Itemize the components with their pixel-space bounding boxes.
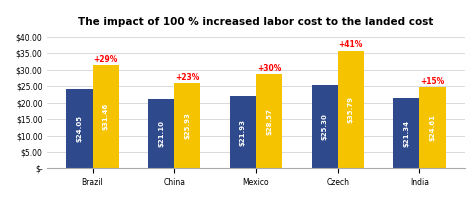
Text: $31.46: $31.46 <box>102 103 109 130</box>
Bar <box>419 87 446 168</box>
Text: +15%: +15% <box>420 77 445 86</box>
Bar <box>311 85 337 168</box>
Text: $21.93: $21.93 <box>240 119 246 146</box>
Bar <box>393 98 419 168</box>
Title: The impact of 100 % increased labor cost to the landed cost: The impact of 100 % increased labor cost… <box>78 17 434 27</box>
Text: $35.79: $35.79 <box>348 96 354 123</box>
Text: $21.10: $21.10 <box>158 120 164 147</box>
Text: $28.57: $28.57 <box>266 108 272 135</box>
Bar <box>92 65 118 168</box>
Bar <box>174 83 201 168</box>
Bar <box>230 96 256 168</box>
Text: $21.34: $21.34 <box>403 120 410 147</box>
Text: $24.61: $24.61 <box>429 114 436 141</box>
Bar <box>148 99 174 168</box>
Text: +41%: +41% <box>338 40 363 49</box>
Text: +29%: +29% <box>93 55 118 64</box>
Text: $25.30: $25.30 <box>321 113 328 140</box>
Bar <box>66 89 92 168</box>
Bar <box>256 75 282 168</box>
Text: +23%: +23% <box>175 73 200 82</box>
Text: $24.05: $24.05 <box>76 115 82 142</box>
Bar <box>337 51 364 168</box>
Text: +30%: +30% <box>257 64 281 73</box>
Text: $25.93: $25.93 <box>184 112 191 139</box>
